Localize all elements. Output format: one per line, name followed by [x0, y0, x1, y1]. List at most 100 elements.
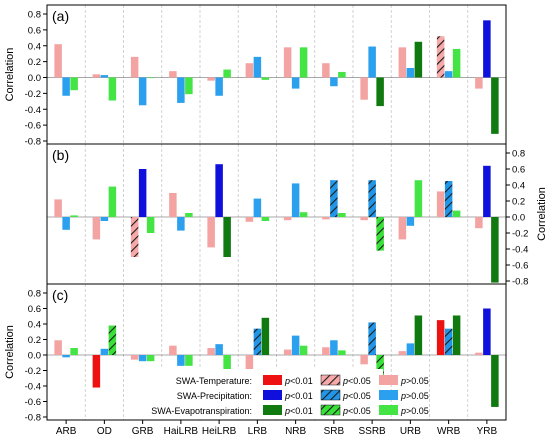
bar-evapotranspiration-hailrb [185, 213, 193, 217]
legend-swatch-precipitation-2 [379, 390, 398, 400]
x-tick-label: NRB [285, 426, 306, 437]
bar-evapotranspiration-srb [338, 213, 346, 217]
y-tick-label: -0.2 [25, 89, 41, 100]
y-tick-label: 0.0 [28, 351, 41, 362]
y-tick-label: -0.6 [25, 121, 41, 132]
bar-evapotranspiration-yrb [491, 355, 499, 407]
legend-level-label: p<0.05 [342, 376, 371, 386]
bar-temperature-ssrb [360, 77, 368, 100]
bar-evapotranspiration-od [108, 186, 117, 217]
y-tick-label: 0.4 [28, 41, 41, 52]
bar-evapotranspiration-grb [146, 355, 155, 362]
bar-precipitation-srb [330, 180, 338, 217]
bar-precipitation-od [100, 348, 109, 355]
legend-swatch-precipitation-1 [320, 389, 341, 401]
bar-temperature-arb [54, 199, 62, 217]
bar-evapotranspiration-od [108, 325, 117, 355]
bar-temperature-srb [322, 63, 330, 78]
bar-evapotranspiration-urb [414, 315, 423, 355]
bar-precipitation-yrb [483, 308, 491, 355]
panel-label: (a) [52, 8, 69, 24]
x-tick-label: ARB [56, 426, 77, 437]
bar-evapotranspiration-ssrb [376, 77, 384, 107]
legend-level-label: p>0.05 [400, 406, 429, 416]
bar-temperature-ssrb [360, 355, 368, 365]
bar-temperature-heilrb [207, 348, 215, 355]
x-tick-label: SSRB [359, 426, 387, 437]
bar-precipitation-lrb [253, 328, 262, 355]
legend-swatch-evapotranspiration-2 [379, 405, 398, 415]
panel-a: (a) 0.8 0.6 0.4 0.2 0.0 -0.2 -0.4 -0.6 -0.8 Correl… [4, 4, 507, 148]
bar-precipitation-hailrb [177, 217, 185, 231]
bar-temperature-od [92, 74, 101, 78]
x-tick-label: WRB [437, 426, 461, 437]
y-tick-label: -0.4 [25, 105, 41, 116]
x-tick-label: SRB [324, 426, 345, 437]
bar-temperature-arb [54, 44, 62, 78]
bar-precipitation-od [100, 217, 109, 221]
bar-precipitation-nrb [291, 183, 300, 217]
bar-temperature-nrb [283, 349, 292, 355]
y-tick-label: -0.8 [25, 137, 41, 148]
legend-swatch-precipitation-0 [263, 390, 282, 400]
bar-temperature-od [92, 217, 101, 240]
y-tick-label: 0.8 [512, 149, 525, 160]
bar-precipitation-grb [138, 169, 147, 217]
y-tick-label: 0.2 [512, 197, 525, 208]
x-tick-label: HeiLRB [202, 426, 237, 437]
bar-temperature-hailrb [169, 345, 177, 355]
bar-temperature-heilrb [207, 217, 215, 248]
bar-evapotranspiration-srb [338, 71, 346, 78]
bar-precipitation-urb [406, 217, 415, 226]
bar-evapotranspiration-nrb [299, 212, 308, 217]
y-axis-title: Correlation [536, 187, 548, 241]
bar-precipitation-heilrb [215, 164, 223, 217]
y-tick-label: 0.6 [28, 25, 41, 36]
bar-evapotranspiration-heilrb [223, 69, 231, 78]
y-tick-label: -0.8 [512, 277, 528, 288]
bar-temperature-lrb [245, 63, 254, 78]
y-tick-label: -0.8 [25, 413, 41, 424]
bar-precipitation-arb [62, 77, 70, 96]
panel-frame [46, 283, 507, 421]
bar-evapotranspiration-yrb [491, 217, 499, 283]
panel-c: (c) 0.8 0.6 0.4 0.2 0.0 -0.2 -0.4 -0.6 -0.8 Correl… [4, 283, 507, 424]
x-axis: ARB OD GRB HaiLRB HeiLRB LRB NRB SRB SSRB URB WRB Y… [56, 420, 497, 437]
bar-precipitation-arb [62, 217, 70, 230]
bar-precipitation-lrb [253, 56, 262, 78]
bar-temperature-wrb [436, 320, 445, 356]
bar-precipitation-heilrb [215, 77, 223, 96]
bar-evapotranspiration-ssrb [376, 217, 384, 251]
panels: (a) 0.8 0.6 0.4 0.2 0.0 -0.2 -0.4 -0.6 -0.8 Correl… [4, 4, 548, 424]
y-tick-label: -0.2 [512, 229, 528, 240]
y-tick-label: 0.8 [28, 10, 41, 21]
bar-precipitation-od [100, 75, 109, 78]
bar-evapotranspiration-heilrb [223, 217, 231, 257]
x-tick-label: URB [400, 426, 421, 437]
bar-evapotranspiration-ssrb [376, 355, 384, 383]
y-tick-label: -0.4 [512, 245, 528, 256]
bar-evapotranspiration-hailrb [185, 77, 193, 95]
bar-temperature-ssrb [360, 217, 368, 221]
legend-level-label: p<0.05 [342, 391, 371, 401]
bar-precipitation-ssrb [368, 46, 376, 78]
bar-evapotranspiration-yrb [491, 77, 499, 134]
bar-precipitation-arb [62, 355, 70, 358]
bar-temperature-nrb [283, 217, 292, 221]
bar-evapotranspiration-lrb [261, 77, 270, 80]
y-tick-label: 0.6 [28, 304, 41, 315]
bar-temperature-urb [398, 217, 407, 240]
panel-label: (b) [52, 147, 69, 163]
y-tick-label: -0.4 [25, 382, 41, 393]
legend-level-label: p<0.01 [284, 391, 313, 401]
bar-evapotranspiration-grb [146, 217, 155, 233]
x-tick-label: OD [97, 426, 112, 437]
bar-temperature-nrb [283, 47, 292, 78]
x-tick-label: GRB [132, 426, 154, 437]
bar-temperature-urb [398, 47, 407, 78]
bar-precipitation-srb [330, 77, 338, 87]
bar-temperature-arb [54, 340, 62, 355]
legend: SWA-Temperature: p<0.01 p<0.05 p>0.05 SWA-Pr… [151, 369, 429, 419]
y-tick-label: 0.6 [512, 165, 525, 176]
bar-temperature-yrb [475, 217, 483, 229]
